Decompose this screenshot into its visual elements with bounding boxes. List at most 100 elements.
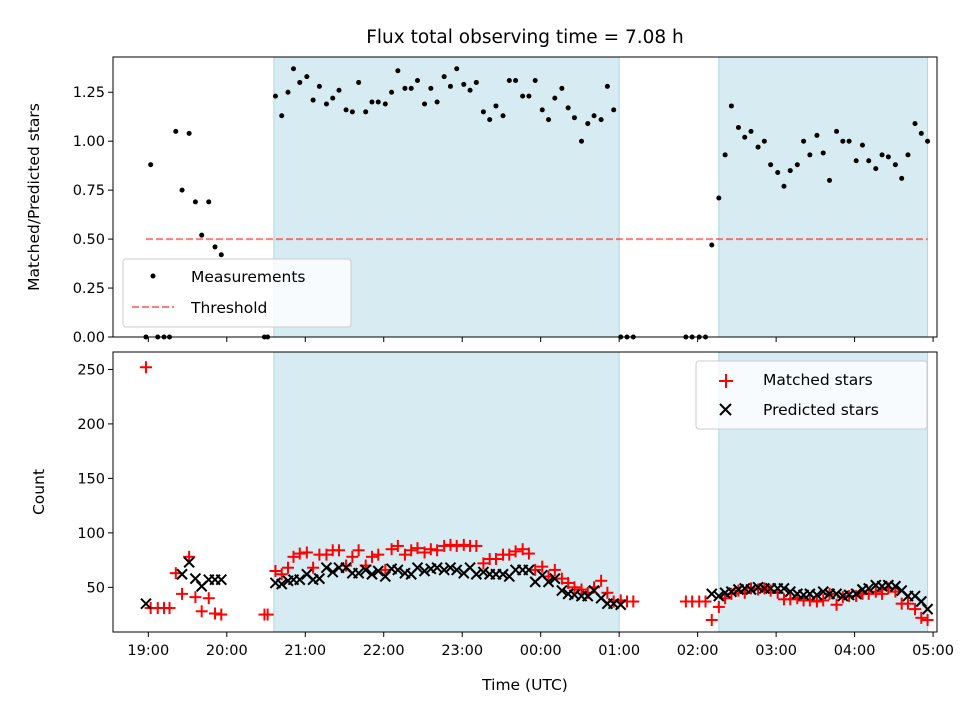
measurement-point	[520, 93, 526, 99]
measurement-point	[513, 77, 519, 83]
measurement-point	[506, 77, 512, 83]
measurement-point	[206, 199, 212, 205]
matched-star-point	[568, 581, 581, 594]
measurement-point	[728, 103, 734, 109]
legend-measurement-marker	[150, 273, 156, 279]
measurement-point	[598, 117, 604, 123]
measurement-point	[356, 79, 362, 85]
matched-star-point	[509, 545, 522, 558]
matched-star-point	[444, 538, 457, 551]
matched-star-point	[516, 543, 529, 556]
x-tick-label: 01:00	[598, 643, 640, 659]
predicted-star-point	[183, 556, 195, 568]
predicted-star-point	[366, 568, 378, 580]
measurement-point	[186, 130, 192, 136]
measurement-point	[899, 175, 905, 181]
matched-star-point	[601, 586, 614, 599]
matched-star-point	[307, 561, 320, 574]
matched-star-point	[398, 548, 411, 561]
legend-measurements-label: Measurements	[191, 268, 306, 286]
matched-star-point	[699, 595, 712, 608]
predicted-star-point	[411, 562, 424, 574]
predicted-star-point	[359, 564, 372, 576]
measurement-point	[879, 152, 885, 158]
matched-star-point	[705, 614, 718, 627]
measurement-point	[192, 199, 198, 205]
bottom-y-axis-label: Count	[30, 469, 48, 515]
measurement-point	[316, 83, 322, 89]
matched-star-point	[503, 548, 516, 561]
matched-star-point	[431, 544, 444, 557]
top-legend-box	[122, 258, 352, 328]
matched-star-point	[909, 603, 922, 616]
measurement-point	[532, 77, 538, 83]
measurement-point	[434, 99, 440, 105]
predicted-star-point	[921, 603, 934, 615]
top-legend: Measurements Threshold	[122, 258, 352, 328]
measurement-point	[846, 138, 852, 144]
x-tick-label: 22:00	[363, 643, 405, 659]
y-tick-label: 0.50	[73, 232, 105, 248]
matched-star-point	[346, 550, 359, 563]
measurement-point	[826, 177, 832, 183]
measurement-point	[526, 93, 532, 99]
matched-star-point	[139, 361, 152, 374]
predicted-star-point	[451, 564, 463, 576]
matched-star-point	[183, 550, 196, 563]
matched-star-point	[562, 576, 575, 589]
top-panel: 0.00 0.25 0.50 0.75 1.00 1.25 Matched/Predict…	[25, 56, 938, 346]
predicted-star-point	[320, 562, 333, 574]
measurement-point	[552, 95, 558, 101]
matched-star-point	[536, 560, 549, 573]
measurement-point	[336, 87, 342, 93]
measurement-point	[801, 138, 807, 144]
measurement-point	[748, 128, 754, 134]
predicted-star-point	[863, 582, 875, 595]
matched-star-point	[365, 550, 378, 563]
measurement-point	[279, 113, 285, 119]
matched-star-point	[424, 543, 437, 556]
measurement-point	[885, 154, 891, 160]
predicted-star-point	[706, 588, 718, 600]
measurement-point	[395, 68, 401, 74]
matched-star-point	[411, 542, 424, 555]
measurement-point	[369, 99, 375, 105]
matched-star-point	[405, 544, 418, 557]
measurement-point	[787, 168, 793, 174]
y-tick-label: 1.00	[73, 134, 105, 150]
matched-star-point	[850, 590, 863, 603]
predicted-star-point	[497, 568, 509, 580]
measurement-point	[853, 158, 859, 164]
legend-threshold-label: Threshold	[190, 299, 267, 317]
matched-star-point	[489, 553, 502, 566]
matched-star-point	[209, 607, 222, 620]
matched-star-point	[548, 563, 561, 576]
predicted-star-point	[713, 590, 725, 602]
measurement-point	[487, 117, 493, 123]
predicted-star-point	[294, 573, 306, 586]
matched-star-point	[176, 587, 189, 600]
measurement-point	[709, 242, 715, 248]
x-tick-label: 05:00	[912, 643, 954, 659]
y-tick-label: 1.25	[73, 85, 105, 101]
measurement-point	[775, 170, 781, 176]
legend-predicted-label: Predicted stars	[763, 401, 879, 419]
matched-star-point	[529, 563, 542, 576]
measurement-point	[755, 144, 761, 150]
predicted-star-point	[542, 576, 555, 588]
measurement-point	[148, 162, 154, 168]
measurement-point	[493, 103, 499, 109]
measurement-point	[571, 115, 577, 121]
matched-star-point	[320, 548, 333, 561]
predicted-star-point	[418, 565, 431, 577]
matched-star-point	[595, 574, 608, 587]
measurement-point	[565, 105, 571, 111]
observing-interval-shade	[718, 56, 929, 338]
measurement-point	[428, 85, 434, 91]
predicted-star-point	[438, 564, 450, 576]
measurement-point	[892, 162, 898, 168]
predicted-star-point	[556, 584, 568, 597]
measurement-point	[454, 66, 460, 72]
matched-star-point	[876, 587, 889, 600]
